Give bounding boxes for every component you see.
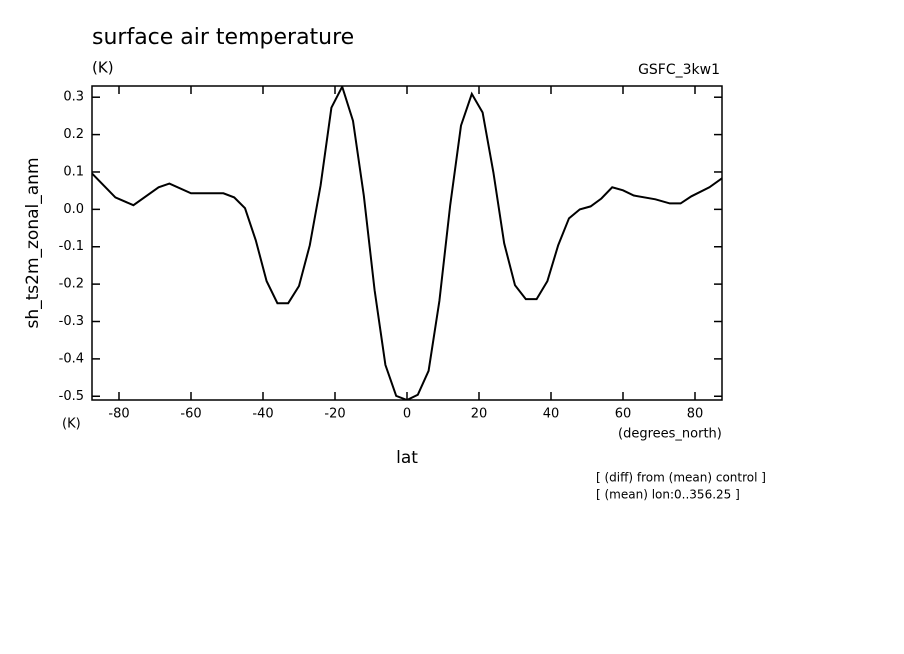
x-tick-label: 20 bbox=[471, 407, 488, 422]
x-tick-label: -80 bbox=[108, 407, 129, 422]
y-tick-label: -0.5 bbox=[59, 389, 84, 404]
note: [ (diff) from (mean) control ] bbox=[596, 471, 766, 485]
y-tick-label: 0.3 bbox=[63, 90, 84, 105]
x-tick-label: 60 bbox=[615, 407, 632, 422]
x-tick-label: 80 bbox=[687, 407, 704, 422]
x-tick-label: 40 bbox=[543, 407, 560, 422]
x-axis-units: (degrees_north) bbox=[618, 427, 722, 442]
x-tick-label: -60 bbox=[180, 407, 201, 422]
x-tick-label: -40 bbox=[252, 407, 273, 422]
x-axis-label: lat bbox=[396, 448, 418, 468]
x-tick-label: 0 bbox=[403, 407, 411, 422]
x-tick-label: -20 bbox=[324, 407, 345, 422]
plot-frame bbox=[91, 85, 723, 401]
y-axis-label: sh_ts2m_zonal_anm bbox=[23, 157, 43, 328]
note: [ (mean) lon:0..356.25 ] bbox=[596, 488, 740, 502]
source-label: GSFC_3kw1 bbox=[638, 62, 720, 78]
axes bbox=[91, 85, 723, 401]
chart-title: surface air temperature bbox=[92, 25, 354, 50]
data-line bbox=[92, 86, 722, 400]
y-tick-label: 0.1 bbox=[63, 164, 84, 179]
y-tick-label: -0.4 bbox=[59, 351, 84, 366]
y-tick-label: -0.3 bbox=[59, 314, 84, 329]
y-axis-units: (K) bbox=[62, 417, 81, 432]
y-tick-label: -0.2 bbox=[59, 277, 84, 292]
y-tick-label: 0.0 bbox=[63, 202, 84, 217]
y-tick-label: 0.2 bbox=[63, 127, 84, 142]
y-tick-label: -0.1 bbox=[59, 239, 84, 254]
chart-subtitle: (K) bbox=[92, 59, 114, 77]
